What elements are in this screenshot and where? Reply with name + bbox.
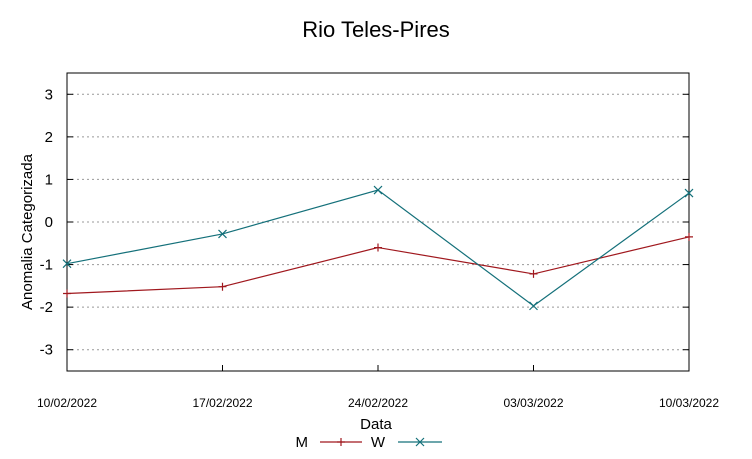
y-tick-label: -2 — [40, 299, 53, 316]
y-tick-label: -1 — [40, 257, 53, 274]
series-lines — [62, 185, 694, 311]
x-axis-label: Data — [360, 416, 392, 433]
y-tick-label: -3 — [40, 342, 53, 359]
x-tick-label: 10/02/2022 — [37, 396, 97, 410]
series-w — [62, 185, 694, 311]
data-point — [685, 232, 693, 241]
data-point — [684, 188, 694, 198]
data-point — [218, 282, 227, 291]
data-point — [218, 229, 227, 239]
data-point — [374, 243, 382, 252]
legend-label-m: M — [296, 434, 309, 451]
x-tick-label: 03/03/2022 — [503, 396, 563, 410]
data-point — [63, 289, 71, 298]
x-tick-label: 24/02/2022 — [348, 396, 408, 410]
y-tick-label: 3 — [45, 86, 53, 103]
data-point — [529, 301, 538, 311]
y-axis-label: Anomalia Categorizada — [19, 153, 36, 310]
x-tick-label: 17/02/2022 — [192, 396, 252, 410]
legend-marker — [415, 437, 425, 447]
y-tick-label: 1 — [45, 171, 53, 188]
data-point — [373, 185, 383, 195]
series-m — [63, 232, 693, 298]
grid-lines — [67, 93, 689, 351]
legend-label-w: W — [371, 434, 386, 451]
y-tick-label: 0 — [45, 214, 53, 231]
y-tick-label: 2 — [45, 129, 53, 146]
data-point — [529, 269, 538, 278]
x-axis-ticks: 10/02/2022 17/02/2022 24/02/2022 03/03/2022… — [37, 365, 719, 410]
chart-title: Rio Teles-Pires — [302, 17, 450, 42]
legend-marker — [337, 438, 345, 446]
data-point — [62, 259, 72, 269]
x-tick-label: 10/03/2022 — [659, 396, 719, 410]
